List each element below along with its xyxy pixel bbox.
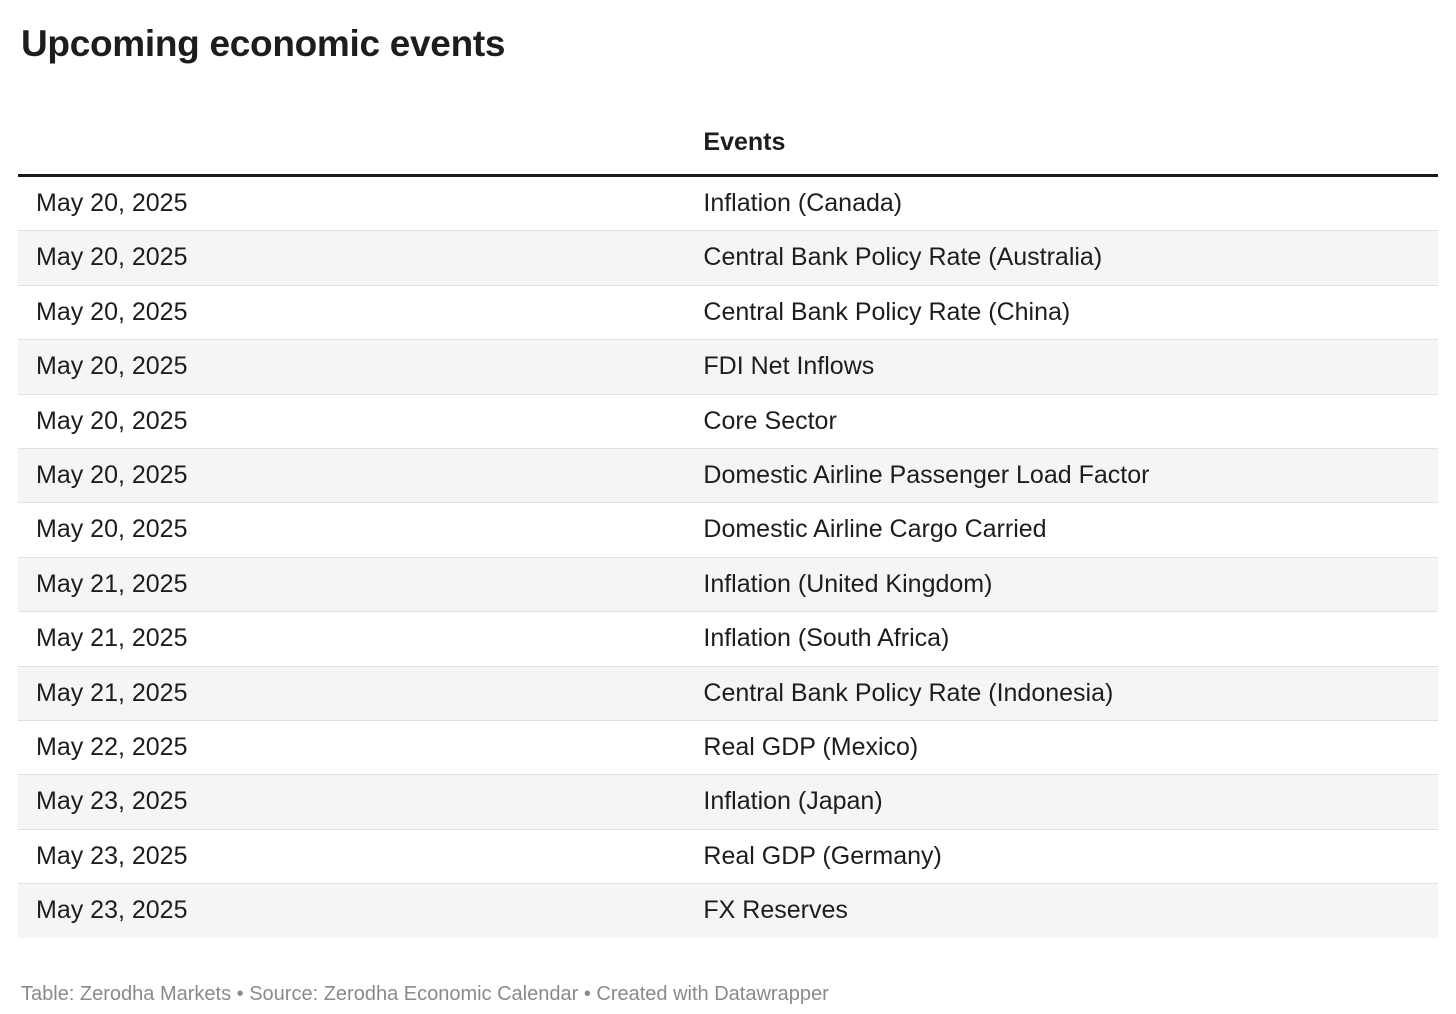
table-header: Events — [18, 104, 1438, 176]
date-cell: May 20, 2025 — [36, 243, 188, 272]
event-cell: Central Bank Policy Rate (Indonesia) — [703, 678, 1114, 707]
table-row: May 23, 2025 FX Reserves — [18, 883, 1438, 938]
event-cell: Inflation (South Africa) — [703, 624, 950, 653]
table-row: May 20, 2025 Central Bank Policy Rate (Ch… — [18, 285, 1438, 339]
event-cell: FDI Net Inflows — [703, 352, 875, 381]
table-row: May 21, 2025 Inflation (United Kingdom) — [18, 557, 1438, 612]
date-cell: May 20, 2025 — [36, 189, 188, 217]
page-title: Upcoming economic events — [21, 23, 506, 64]
date-cell: May 20, 2025 — [36, 406, 188, 435]
event-cell: Central Bank Policy Rate (China) — [703, 297, 1071, 326]
event-cell: Inflation (Canada) — [703, 189, 903, 217]
header-cell-date — [18, 104, 685, 176]
event-cell: Inflation (United Kingdom) — [703, 569, 993, 598]
event-cell: Real GDP (Germany) — [703, 841, 942, 870]
event-cell: FX Reserves — [703, 896, 848, 925]
date-cell: May 20, 2025 — [36, 461, 188, 490]
date-cell: May 23, 2025 — [36, 841, 188, 870]
table-row: May 20, 2025 Inflation (Canada) — [18, 176, 1438, 231]
table-row: May 23, 2025 Inflation (Japan) — [18, 774, 1438, 830]
table-row: May 21, 2025 Central Bank Policy Rate (In… — [18, 666, 1438, 721]
event-cell: Domestic Airline Cargo Carried — [703, 515, 1047, 544]
table-body: May 20, 2025 Inflation (Canada) May 20, 20… — [18, 176, 1438, 938]
date-cell: May 20, 2025 — [36, 515, 188, 544]
table-row: May 20, 2025 Core Sector — [18, 394, 1438, 448]
table-row: May 21, 2025 Inflation (South Africa) — [18, 611, 1438, 666]
attribution-footer: Table: Zerodha Markets • Source: Zerodha… — [21, 982, 829, 1005]
table-row: May 20, 2025 Domestic Airline Cargo Carri… — [18, 502, 1438, 557]
table-row: May 23, 2025 Real GDP (Germany) — [18, 829, 1438, 883]
table-row: May 20, 2025 Domestic Airline Passenger L… — [18, 448, 1438, 503]
date-cell: May 23, 2025 — [36, 896, 188, 925]
event-cell: Inflation (Japan) — [703, 787, 883, 816]
date-cell: May 22, 2025 — [36, 733, 188, 762]
date-cell: May 21, 2025 — [36, 624, 188, 653]
date-cell: May 21, 2025 — [36, 569, 188, 598]
table-row: May 20, 2025 FDI Net Inflows — [18, 339, 1438, 395]
date-cell: May 20, 2025 — [36, 297, 188, 326]
header-row: Events — [18, 104, 1438, 176]
events-table: Events May 20, 2025 Inflation (Canada) May… — [18, 104, 1438, 938]
event-cell: Real GDP (Mexico) — [703, 733, 919, 762]
event-cell: Core Sector — [703, 406, 837, 435]
header-cell-events: Events — [703, 128, 786, 156]
event-cell: Central Bank Policy Rate (Australia) — [703, 243, 1103, 272]
date-cell: May 21, 2025 — [36, 678, 188, 707]
table-row: May 20, 2025 Central Bank Policy Rate (Au… — [18, 230, 1438, 286]
date-cell: May 23, 2025 — [36, 787, 188, 816]
date-cell: May 20, 2025 — [36, 352, 188, 381]
event-cell: Domestic Airline Passenger Load Factor — [703, 461, 1150, 490]
table-row: May 22, 2025 Real GDP (Mexico) — [18, 720, 1438, 775]
